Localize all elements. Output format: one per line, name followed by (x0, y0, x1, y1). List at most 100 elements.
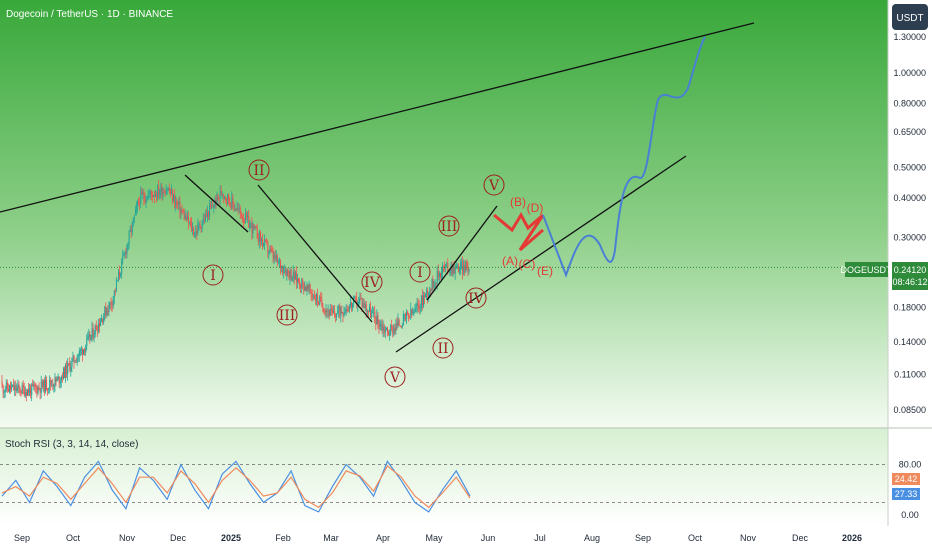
stoch-d-line (1, 464, 471, 509)
candle-body (245, 213, 247, 222)
candle-body (40, 381, 42, 393)
candle-body (243, 218, 245, 222)
candle-body (20, 392, 22, 394)
wave-label: IV (364, 275, 381, 291)
candle-body (15, 385, 17, 391)
forecast-red-path-tail[interactable] (518, 214, 545, 252)
candle-body (13, 384, 15, 391)
candle-body (166, 190, 168, 192)
candle-body (320, 296, 322, 299)
wave-line-1[interactable] (184, 174, 249, 233)
candle-body (153, 195, 155, 198)
candle-body (122, 255, 124, 261)
candle-body (452, 265, 454, 274)
candle-body (82, 349, 84, 355)
candle-body (269, 248, 271, 253)
candle-body (300, 286, 302, 288)
candle-body (157, 186, 159, 198)
upper-trendline[interactable] (0, 22, 755, 213)
candle-body (309, 284, 311, 293)
price-axis[interactable]: 1.30000 1.00000 0.80000 0.65000 0.50000 0.400… (893, 32, 926, 415)
currency-button-label[interactable]: USDT (896, 13, 923, 24)
candle-body (65, 364, 67, 378)
candle-body (289, 270, 291, 279)
candle-body (370, 306, 372, 318)
candle-body (288, 272, 290, 279)
forecast-label: (B) (510, 195, 526, 209)
wave-line-3[interactable] (426, 205, 498, 301)
candle-body (306, 285, 308, 291)
wave-label: I (210, 268, 216, 284)
candle-body (27, 389, 29, 396)
lower-trendline[interactable] (395, 155, 687, 353)
currency-button-bg[interactable] (892, 4, 928, 30)
price-tick-label: 0.80000 (893, 98, 926, 108)
wave-line-2[interactable] (257, 184, 373, 323)
candle-body (246, 213, 248, 218)
candle-body (53, 386, 55, 387)
candle-body (231, 197, 233, 208)
candle-body (9, 385, 11, 392)
candle-body (409, 316, 411, 317)
candle-body (423, 295, 425, 306)
candle-body (319, 296, 321, 305)
candle-body (395, 323, 397, 331)
candle-body (169, 191, 171, 195)
candle-body (205, 214, 207, 217)
candle-body (45, 379, 47, 392)
candle-body (195, 230, 197, 236)
candle-body (461, 262, 463, 264)
candle-body (251, 223, 253, 234)
candle-body (379, 325, 381, 328)
candle-body (439, 272, 441, 278)
candle-body (377, 315, 379, 322)
candle-body (55, 377, 57, 382)
candle-body (293, 271, 295, 280)
candle-body (117, 280, 119, 281)
candle-body (325, 310, 327, 313)
stoch-d-value: 24.42 (895, 474, 918, 484)
candle-body (268, 252, 270, 253)
candle-body (383, 326, 385, 333)
wave-label-circle (276, 304, 298, 326)
wave-label: II (437, 341, 448, 357)
time-axis[interactable]: Sep Oct Nov Dec 2025 Feb Mar Apr May Jun Jul Aug Sep… (14, 533, 862, 543)
candle-body (331, 309, 333, 313)
candle-body (145, 199, 147, 203)
candle-body (385, 327, 387, 331)
candle-body (397, 319, 399, 326)
candle-body (18, 384, 20, 388)
candle-body (171, 190, 173, 195)
candle-body (179, 201, 181, 214)
candle-body (262, 239, 264, 246)
forecast-blue-path[interactable] (542, 36, 706, 278)
candle-body (438, 272, 440, 278)
stoch-d-badge (892, 473, 920, 485)
forecast-red-path[interactable] (493, 211, 544, 233)
candle-body (393, 328, 395, 334)
candle-body (164, 192, 166, 195)
candle-body (267, 242, 269, 253)
candle-body (118, 271, 120, 281)
candle-body (46, 379, 48, 390)
candle-body (342, 313, 344, 316)
candle-body (341, 311, 343, 314)
candle-body (50, 379, 52, 385)
currency-button[interactable]: USDT (892, 4, 928, 30)
candle-body (123, 254, 125, 256)
candle-body (177, 202, 179, 205)
wave-label: III (279, 308, 296, 324)
candle-body (129, 229, 131, 232)
candle-body (137, 201, 139, 207)
candle-body (175, 201, 177, 206)
candle-body (305, 286, 307, 291)
candle-body (316, 294, 318, 301)
candle-body (131, 221, 133, 233)
candle-body (376, 315, 378, 325)
candle-body (132, 217, 134, 222)
candle-body (91, 328, 93, 336)
candle-body (196, 230, 198, 233)
candle-body (366, 310, 368, 312)
candle-body (78, 350, 80, 356)
